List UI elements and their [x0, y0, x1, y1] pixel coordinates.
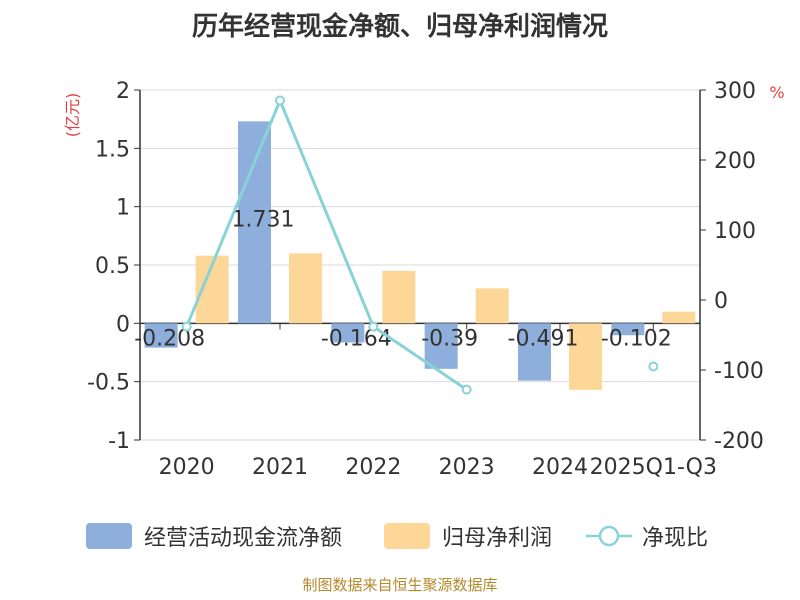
- ratio-line: [185, 96, 468, 391]
- bar-net-profit: [569, 323, 602, 390]
- y-right-tick-label: 0: [714, 289, 728, 314]
- data-label-operating-cash: -0.102: [601, 326, 672, 351]
- bar-operating-cash: [144, 323, 178, 348]
- ratio-point: [275, 95, 285, 106]
- ratio-point: [181, 321, 192, 332]
- bar-operating-cash: [331, 323, 365, 343]
- x-tick-label: 2023: [439, 455, 495, 480]
- y-left-tick-label: 0.5: [95, 254, 130, 279]
- data-label-operating-cash: -0.491: [508, 326, 579, 351]
- legend-item-net-profit[interactable]: 归母净利润: [384, 516, 552, 556]
- legend-item-ratio[interactable]: 净现比: [584, 516, 708, 556]
- y-right-tick-label: -200: [714, 429, 764, 454]
- y-right-tick-label: -100: [714, 359, 764, 384]
- bar-net-profit: [382, 270, 416, 324]
- bar-operating-cash: [611, 323, 645, 336]
- legend-swatch-net-profit: [384, 523, 430, 549]
- legend-item-operating-cash[interactable]: 经营活动现金流净额: [86, 516, 342, 556]
- y-right-tick-label: 100: [714, 219, 756, 244]
- y-right-tick-label: 200: [714, 149, 756, 174]
- x-tick-label: 2025Q1-Q3: [590, 455, 717, 480]
- data-label-operating-cash: 1.731: [232, 207, 295, 232]
- y-left-tick-label: -0.5: [87, 371, 130, 396]
- x-tick-label: 2022: [345, 455, 401, 480]
- chart-title: 历年经营现金净额、归母净利润情况: [191, 12, 608, 42]
- bar-operating-cash: [518, 323, 551, 381]
- bar-operating-cash: [238, 121, 271, 324]
- x-tick-label: 2020: [159, 455, 215, 480]
- y-left-unit-label: (亿元): [63, 93, 82, 138]
- y-right-unit-label: %: [769, 83, 784, 102]
- legend-swatch-operating-cash: [86, 523, 132, 549]
- x-tick-label: 2024: [532, 455, 588, 480]
- y-left-tick-label: 2: [116, 79, 130, 104]
- y-left-tick-label: 1: [116, 196, 130, 221]
- data-label-operating-cash: -0.208: [134, 326, 205, 351]
- legend-label-operating-cash: 经营活动现金流净额: [144, 526, 343, 551]
- source-note: 制图数据来自恒生聚源数据库: [302, 576, 498, 594]
- y-left-tick-label: 1.5: [95, 137, 130, 162]
- y-right-tick-label: 300: [714, 79, 756, 104]
- y-left-tick-label: -1: [108, 429, 130, 454]
- legend-label-ratio: 净现比: [642, 526, 709, 551]
- bar-net-profit: [289, 253, 322, 324]
- y-left-tick-label: 0: [116, 312, 130, 337]
- bar-net-profit: [475, 288, 509, 324]
- x-tick-label: 2021: [252, 455, 308, 480]
- bar-operating-cash: [424, 323, 458, 369]
- ratio-point: [461, 384, 472, 395]
- data-label-operating-cash: -0.39: [421, 326, 478, 351]
- ratio-point: [368, 321, 379, 332]
- legend: 经营活动现金流净额 归母净利润 净现比: [0, 516, 800, 556]
- legend-line-icon: [586, 525, 632, 547]
- legend-label-net-profit: 归母净利润: [442, 526, 553, 551]
- ratio-point: [648, 361, 659, 372]
- bar-net-profit: [662, 311, 696, 324]
